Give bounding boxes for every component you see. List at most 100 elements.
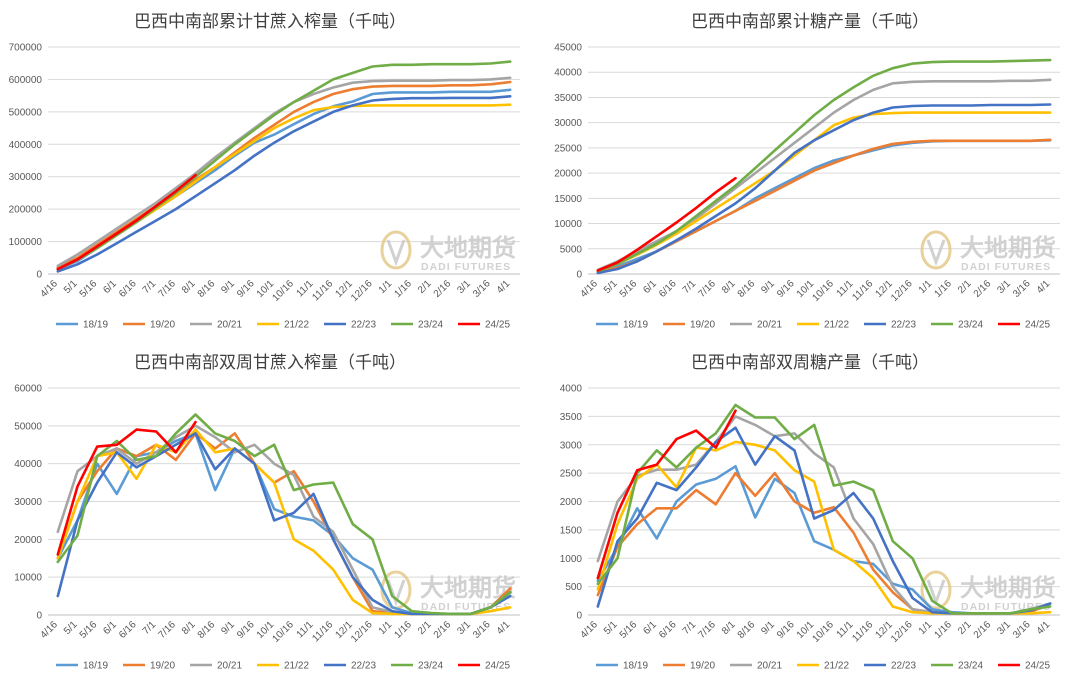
x-tick-label: 8/16: [736, 278, 758, 300]
x-tick-label: 7/1: [141, 619, 159, 637]
legend-label: 19/20: [150, 320, 175, 331]
x-tick-label: 1/1: [377, 619, 395, 637]
x-tick-label: 4/1: [1035, 278, 1053, 296]
x-tick-label: 7/16: [156, 619, 178, 641]
legend-label: 18/19: [623, 320, 648, 331]
x-tick-label: 5/16: [618, 278, 640, 300]
x-tick-label: 2/16: [432, 619, 454, 641]
x-tick-label: 5/16: [78, 278, 100, 300]
series-line-23-24: [56, 413, 512, 616]
y-tick-label: 0: [576, 611, 582, 622]
x-tick-label: 8/16: [736, 619, 758, 641]
x-tick-label: 10/16: [270, 619, 296, 645]
x-tick-label: 12/16: [889, 619, 915, 645]
x-tick-label: 1/1: [917, 278, 935, 296]
series-line-24-25: [596, 176, 737, 272]
watermark-cn: 大地期货: [960, 574, 1056, 602]
logo-ring-icon: [920, 230, 952, 270]
chart-biweekly-sugar: 巴西中南部双周糖产量（千吨） 0 500 1000 1500 2000 2500 3000 35…: [560, 353, 1060, 672]
x-tick-label: 1/16: [932, 278, 954, 300]
legend-label: 20/21: [757, 661, 782, 672]
legend-label: 21/22: [824, 320, 849, 331]
y-tick-label: 4000: [560, 384, 583, 395]
chart-title: 巴西中南部累计甘蔗入榨量（千吨）: [134, 12, 406, 32]
chart-biweekly-cane: 巴西中南部双周甘蔗入榨量（千吨） 0 10000 20000 30000 40000 500…: [14, 353, 520, 672]
legend-label: 22/23: [891, 320, 916, 331]
x-tick-label: 2/1: [956, 619, 974, 637]
chart-panel-cumulative-cane: 巴西中南部累计甘蔗入榨量（千吨） 0 100000 200000 300000 40000…: [0, 0, 540, 341]
series-line-19-20: [56, 80, 512, 269]
x-tick-label: 9/1: [759, 619, 777, 637]
x-tick-label: 7/16: [696, 278, 718, 300]
x-tick-label: 2/16: [972, 278, 994, 300]
x-tick-label: 7/1: [681, 278, 699, 296]
x-tick-label: 3/16: [1011, 278, 1033, 300]
x-tick-label: 8/1: [180, 278, 198, 296]
legend-label: 19/20: [690, 320, 715, 331]
y-tick-label: 30000: [14, 497, 42, 508]
x-tick-label: 7/16: [156, 278, 178, 300]
series-line-23-24: [596, 58, 1052, 273]
legend-label: 19/20: [690, 661, 715, 672]
y-tick-label: 2000: [560, 497, 583, 508]
legend-label: 19/20: [150, 661, 175, 672]
y-tick-label: 1000: [560, 554, 583, 565]
x-tick-label: 11/16: [310, 278, 335, 303]
x-tick-label: 8/16: [196, 619, 218, 641]
series-line-22-23: [56, 95, 512, 273]
y-tick-label: 20000: [14, 535, 42, 546]
x-tick-label: 3/16: [1011, 619, 1033, 641]
legend-label: 18/19: [83, 320, 108, 331]
x-tick-label: 2/16: [432, 278, 454, 300]
x-tick-label: 8/1: [180, 619, 198, 637]
y-tick-label: 200000: [9, 205, 43, 216]
x-tick-label: 6/1: [101, 278, 119, 296]
x-tick-label: 5/16: [78, 619, 100, 641]
legend-label: 20/21: [757, 320, 782, 331]
y-tick-label: 45000: [554, 43, 582, 54]
y-tick-label: 0: [36, 611, 42, 622]
x-tick-label: 1/16: [392, 619, 414, 641]
x-tick-label: 6/16: [117, 619, 139, 641]
x-tick-label: 5/16: [618, 619, 640, 641]
x-tick-label: 11/16: [850, 278, 875, 303]
legend-label: 24/25: [1025, 320, 1050, 331]
x-tick-label: 1/16: [392, 278, 414, 300]
y-tick-label: 400000: [9, 140, 43, 151]
legend-label: 23/24: [958, 320, 983, 331]
chart-title: 巴西中南部累计糖产量（千吨）: [691, 12, 929, 32]
chart-cumulative-sugar: 巴西中南部累计糖产量（千吨） 0 5000 10000 15000 20000 25000 3…: [554, 12, 1060, 331]
legend-label: 22/23: [891, 661, 916, 672]
x-tick-label: 1/16: [932, 619, 954, 641]
chart-panel-cumulative-sugar: 巴西中南部累计糖产量（千吨） 0 5000 10000 15000 20000 25000 3…: [540, 0, 1080, 341]
chart-title: 巴西中南部双周甘蔗入榨量（千吨）: [134, 353, 406, 373]
y-tick-label: 100000: [9, 237, 43, 248]
x-tick-label: 10/16: [810, 619, 836, 645]
chart-title: 巴西中南部双周糖产量（千吨）: [691, 353, 929, 373]
y-tick-label: 50000: [14, 421, 42, 432]
x-tick-label: 9/1: [219, 278, 237, 296]
series-line-24-25: [56, 173, 197, 271]
logo-mark-icon: [926, 239, 946, 267]
chart-cumulative-cane: 巴西中南部累计甘蔗入榨量（千吨） 0 100000 200000 300000 40000…: [9, 12, 520, 331]
x-tick-label: 3/16: [471, 619, 493, 641]
x-tick-label: 6/1: [641, 619, 659, 637]
y-tick-label: 500: [565, 582, 582, 593]
x-tick-label: 5/1: [602, 619, 620, 637]
x-tick-label: 4/1: [1035, 619, 1053, 637]
watermark-en: DADI FUTURES: [421, 601, 511, 613]
x-tick-label: 9/1: [759, 278, 777, 296]
y-tick-label: 20000: [554, 169, 582, 180]
logo-mark-icon: [386, 239, 406, 267]
x-tick-label: 8/1: [720, 619, 738, 637]
legend-label: 21/22: [824, 661, 849, 672]
legend-label: 21/22: [284, 320, 309, 331]
series-line-24-25: [596, 409, 737, 580]
x-tick-label: 4/16: [38, 619, 60, 641]
chart-panel-biweekly-sugar: 巴西中南部双周糖产量（千吨） 0 500 1000 1500 2000 2500 3000 35…: [540, 341, 1080, 682]
x-tick-label: 5/1: [62, 278, 80, 296]
watermark-en: DADI FUTURES: [961, 261, 1051, 273]
y-tick-label: 1500: [560, 525, 583, 536]
